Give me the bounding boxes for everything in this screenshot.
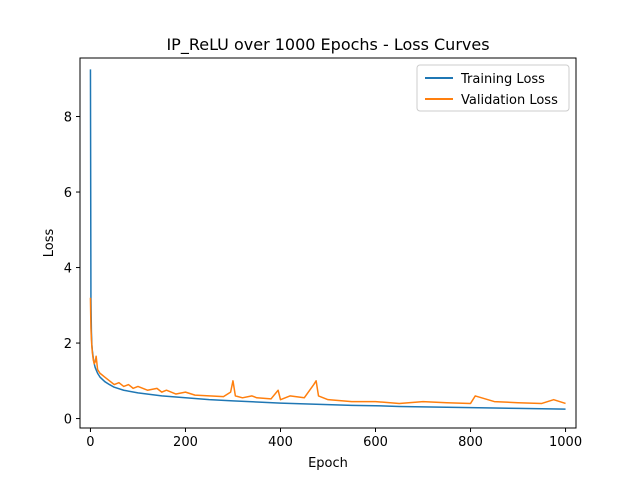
legend-label-0: Training Loss (460, 72, 545, 87)
plot-area (80, 58, 576, 428)
plot-frame (79, 57, 577, 429)
y-tick-label: 6 (64, 186, 72, 201)
x-tick-label: 0 (86, 435, 94, 450)
series-line-1 (89, 297, 566, 405)
x-tick-label: 400 (268, 435, 293, 450)
y-tick-label: 0 (64, 413, 72, 428)
x-tick-label: 1000 (549, 435, 582, 450)
legend-label-1: Validation Loss (461, 93, 558, 108)
y-axis-label: Loss (42, 229, 57, 258)
x-tick-label: 200 (173, 435, 198, 450)
y-axis: 0 2 4 6 8 (64, 111, 80, 428)
x-tick-label: 600 (363, 435, 388, 450)
y-tick-label: 4 (64, 262, 72, 277)
y-tick-label: 8 (64, 111, 72, 126)
chart-title: IP_ReLU over 1000 Epochs - Loss Curves (166, 35, 489, 55)
x-axis: 0 200 400 600 800 1000 (86, 428, 582, 450)
x-tick-label: 800 (458, 435, 483, 450)
y-tick-label: 2 (64, 337, 72, 352)
legend: Training Loss Validation Loss (416, 64, 570, 112)
x-axis-label: Epoch (308, 456, 348, 471)
legend-box (416, 64, 570, 112)
series-layer (89, 69, 566, 410)
